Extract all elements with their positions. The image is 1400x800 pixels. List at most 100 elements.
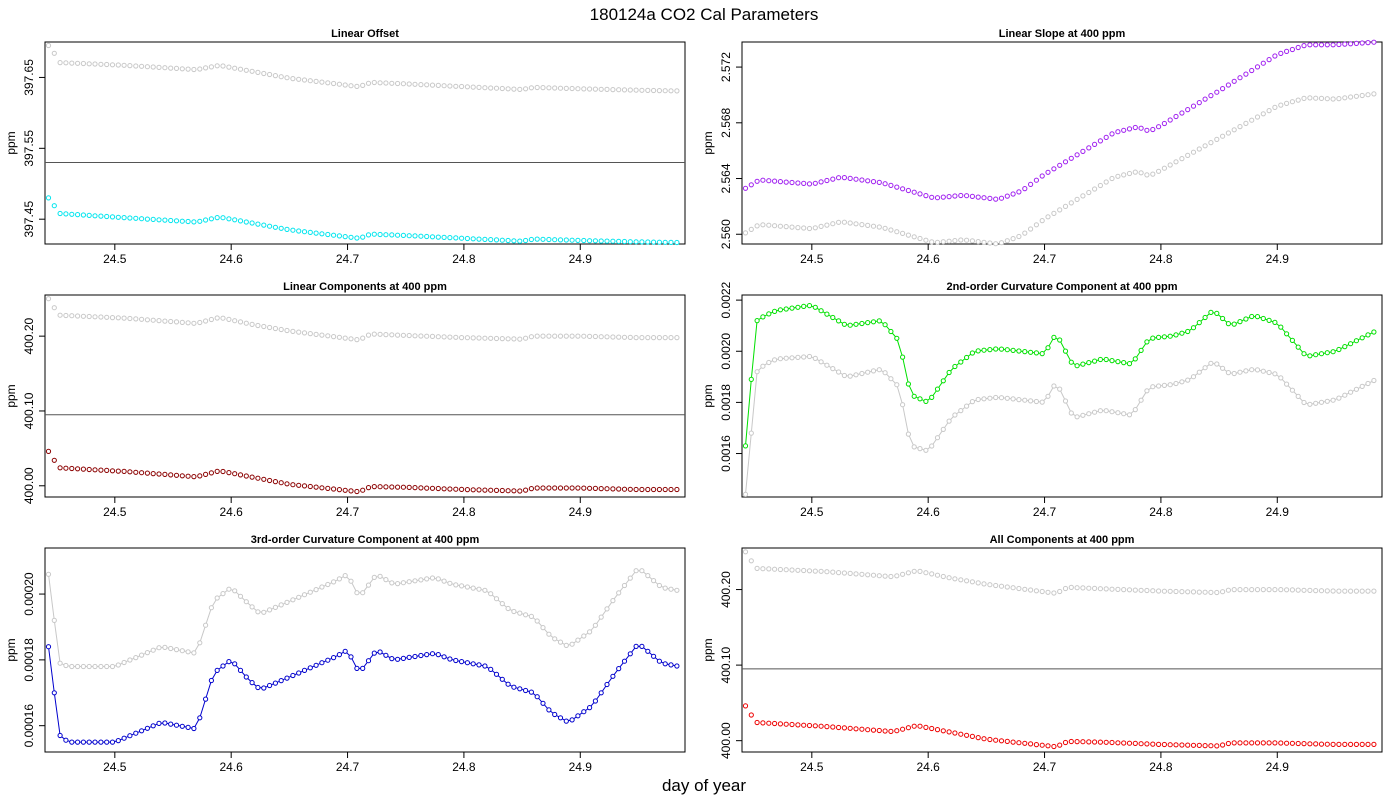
data-point (917, 446, 923, 452)
data-point (656, 88, 663, 94)
data-point (1115, 740, 1121, 746)
data-point (1336, 395, 1342, 401)
data-point (57, 60, 63, 66)
data-point (1313, 741, 1319, 747)
data-point (546, 85, 552, 91)
data-point (818, 179, 824, 185)
data-point (1156, 383, 1162, 389)
data-point (1161, 334, 1168, 340)
data-point (987, 736, 993, 743)
data-point (754, 318, 760, 324)
data-point (1254, 367, 1261, 373)
data-point (429, 82, 436, 88)
data-point (905, 187, 912, 194)
data-point (772, 223, 778, 229)
data-point (1284, 381, 1290, 387)
data-point (476, 487, 482, 493)
data-point (1313, 42, 1319, 48)
data-point (109, 663, 116, 670)
data-point (80, 212, 87, 218)
data-point (383, 232, 389, 238)
data-point (645, 335, 651, 341)
data-point (917, 191, 923, 197)
data-point (63, 662, 69, 669)
data-point (633, 87, 639, 93)
data-point (789, 721, 795, 728)
data-point (482, 487, 488, 493)
data-point (1208, 743, 1214, 749)
data-point (1045, 214, 1051, 220)
panel-frame (44, 294, 686, 498)
data-point (493, 596, 500, 602)
data-point (150, 723, 156, 729)
data-point (371, 574, 377, 581)
data-point (1167, 162, 1173, 168)
data-point (552, 485, 558, 491)
data-point (952, 193, 958, 199)
data-point (162, 217, 168, 223)
data-point (783, 721, 789, 727)
data-point (232, 318, 238, 324)
data-point (1103, 356, 1109, 363)
data-point (946, 729, 952, 735)
data-point (818, 568, 824, 574)
data-point (662, 239, 668, 245)
data-point (1115, 586, 1121, 593)
data-point (115, 468, 121, 474)
data-point (656, 658, 663, 664)
data-point (86, 212, 92, 218)
data-point (272, 73, 278, 79)
data-point (92, 213, 98, 219)
data-point (575, 333, 581, 339)
data-point (656, 239, 663, 245)
data-point (313, 78, 319, 85)
series-current (742, 303, 1377, 449)
data-point (395, 332, 401, 338)
data-point (540, 700, 546, 706)
data-point (1033, 222, 1040, 228)
data-point (1092, 409, 1098, 415)
data-point (534, 485, 540, 491)
data-point (1028, 349, 1034, 355)
data-point (447, 656, 453, 662)
data-point (267, 223, 273, 229)
data-point (75, 212, 81, 218)
data-point (1138, 125, 1144, 131)
data-point (801, 722, 807, 728)
data-point (1051, 383, 1057, 389)
data-point (645, 87, 651, 94)
data-point (139, 728, 145, 734)
data-point (633, 239, 639, 245)
data-point (354, 590, 360, 596)
data-point (284, 599, 290, 606)
data-point (651, 486, 657, 493)
data-point (1167, 742, 1173, 748)
data-point (1156, 741, 1162, 748)
data-point (1068, 584, 1074, 591)
data-point (1097, 356, 1104, 363)
data-point (766, 311, 772, 317)
data-point (934, 435, 941, 441)
data-point (581, 333, 587, 339)
data-point (882, 573, 888, 579)
data-point (859, 177, 865, 183)
data-point (1278, 740, 1284, 746)
data-point (923, 193, 929, 199)
data-point (1295, 740, 1301, 747)
data-point (296, 482, 302, 488)
figure-xlabel: day of year (662, 776, 746, 795)
data-point (1254, 114, 1261, 120)
data-point (760, 222, 766, 228)
data-point (459, 659, 465, 665)
data-point (598, 86, 604, 92)
data-point (592, 485, 599, 491)
data-point (1231, 321, 1237, 327)
data-point (342, 234, 348, 240)
data-point (1010, 585, 1016, 591)
data-point (1121, 172, 1127, 178)
data-point (284, 226, 290, 232)
data-point (121, 62, 127, 68)
x-tick-label: 24.9 (569, 252, 593, 266)
data-point (51, 617, 57, 624)
data-point (1249, 117, 1255, 123)
